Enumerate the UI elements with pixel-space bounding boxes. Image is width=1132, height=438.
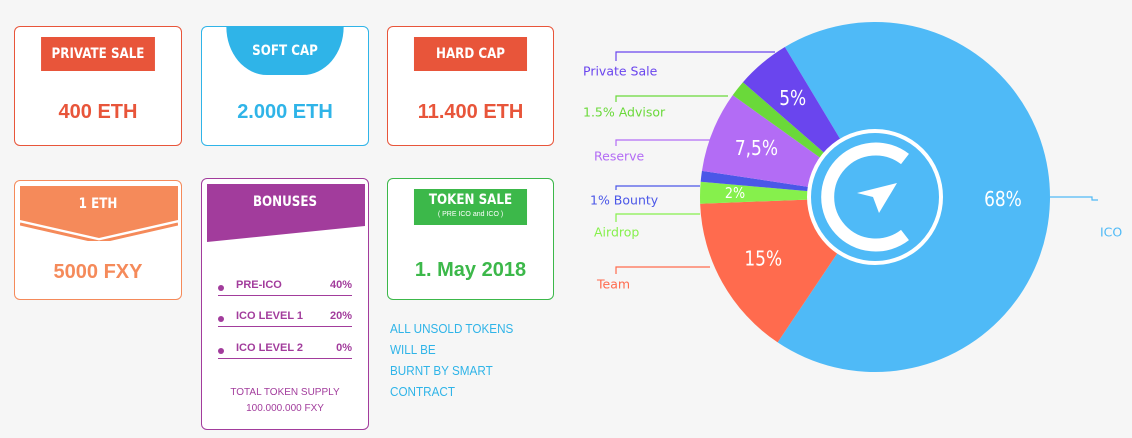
card-value: 400 ETH (58, 101, 138, 123)
slice-label: 68% (984, 189, 1022, 212)
leader-line (615, 266, 710, 274)
bonus-value: 0% (336, 342, 352, 354)
legend-label: Private Sale (583, 64, 658, 79)
card-header: PRIVATE SALE (41, 37, 155, 71)
bonuses-header: BONUSES (252, 194, 318, 210)
bonus-row: PRE-ICO 40% (218, 279, 352, 296)
card-value: 5000 FXY (53, 261, 143, 283)
logo-ring (821, 142, 909, 252)
supply-value: 100.000.000 FXY (246, 403, 324, 414)
slice-label: 15% (744, 248, 782, 271)
card-header: 1 ETH (78, 196, 118, 212)
legend-label: Airdrop (594, 225, 639, 240)
card-header: HARD CAP (413, 37, 528, 71)
bonus-value: 40% (329, 279, 352, 291)
bonus-value: 20% (329, 310, 352, 322)
legend-label: 1% Bounty (590, 193, 659, 208)
supply-label: TOTAL TOKEN SUPPLY (230, 387, 340, 398)
leader-line (615, 51, 775, 61)
card-value: 1. May 2018 (414, 259, 527, 281)
legend-label: ICO (1100, 225, 1122, 240)
leader-line (615, 139, 710, 146)
card: SOFT CAP 2.000 ETH (201, 26, 369, 146)
bonus-row: ICO LEVEL 2 0% (218, 342, 352, 359)
leader-line (615, 185, 700, 190)
chevron (20, 186, 178, 241)
card: 1 ETH 5000 FXY (14, 180, 182, 300)
note-line: ALL UNSOLD TOKENS WILL BE (390, 321, 514, 357)
bonus-label: PRE-ICO (236, 279, 282, 291)
legend-label: 1.5% Advisor (583, 105, 666, 120)
bonus-label: ICO LEVEL 1 (236, 310, 304, 322)
bonus-banner (207, 184, 365, 242)
bonuses-card: BONUSES PRE-ICO 40% ICO LEVEL 1 20% ICO LE… (201, 178, 369, 430)
card-value: 11.400 ETH (417, 101, 524, 123)
bonus-row: ICO LEVEL 1 20% (218, 310, 352, 327)
note: ALL UNSOLD TOKENS WILL BE BURNT BY SMART… (390, 318, 543, 402)
leader-line (1050, 196, 1098, 201)
card-header: TOKEN SALE (413, 189, 528, 225)
slice-label: 5% (779, 88, 806, 111)
leader-line (615, 213, 700, 222)
card-value: 2.000 ETH (237, 101, 333, 123)
legend-label: Reserve (594, 149, 645, 164)
pie-chart: 68% 15% 2% 7,5% 5% ICO Team Airdrop 1% Bounty Res… (583, 22, 1122, 373)
card: TOKEN SALE ( PRE ICO and ICO ) 1. May 20… (387, 178, 554, 300)
card-subheader: ( PRE ICO and ICO ) (437, 211, 504, 218)
leader-line (615, 95, 728, 102)
card-header: SOFT CAP (226, 27, 344, 75)
legend-label: Team (596, 277, 630, 292)
card: PRIVATE SALE 400 ETH (14, 26, 182, 146)
logo-arrow (857, 183, 897, 213)
slice-label: 2% (725, 185, 745, 202)
bonus-label: ICO LEVEL 2 (236, 342, 304, 354)
note-line: BURNT BY SMART CONTRACT (390, 363, 493, 399)
card: HARD CAP 11.400 ETH (387, 26, 554, 146)
slice-label: 7,5% (735, 138, 778, 161)
